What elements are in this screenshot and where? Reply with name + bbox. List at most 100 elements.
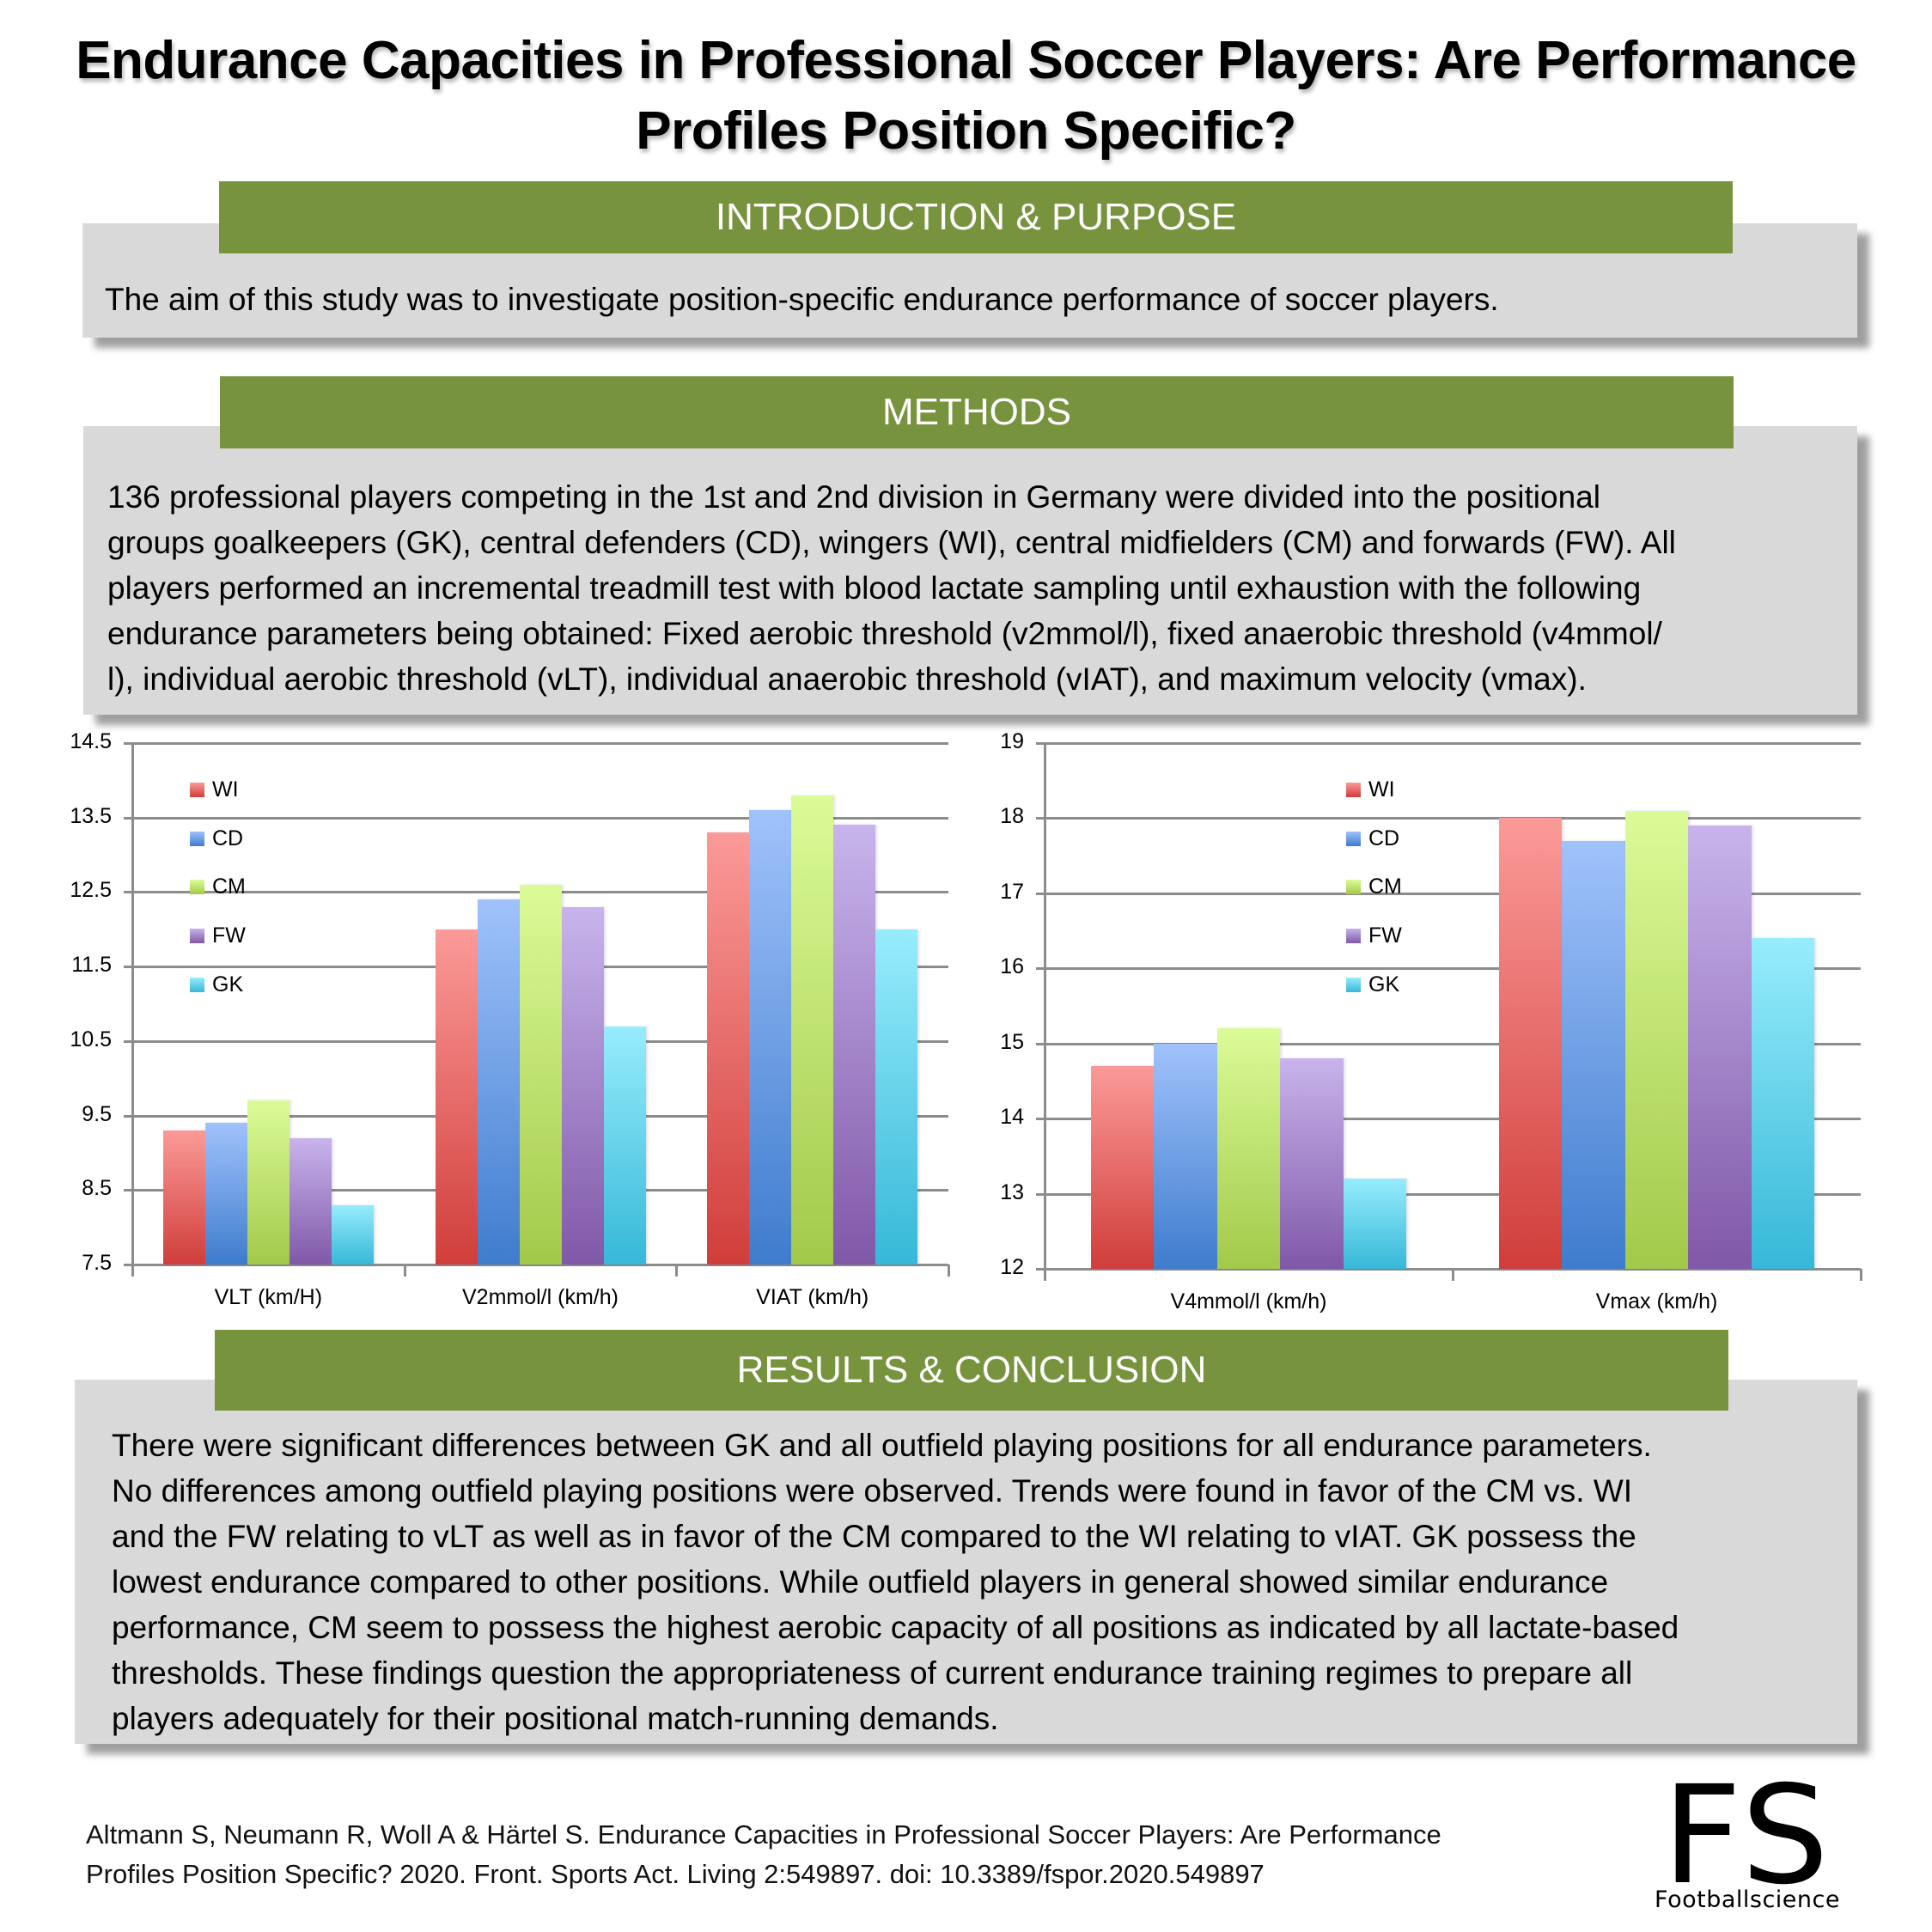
gridline: [1036, 967, 1861, 971]
y-tick-label: 15: [1000, 1029, 1024, 1054]
y-axis: [1044, 743, 1046, 1269]
gridline: [1036, 1118, 1861, 1121]
x-tick: [403, 1265, 406, 1277]
bar-fw: [289, 1137, 332, 1265]
bar-gk: [331, 1204, 374, 1265]
bar-wi: [1498, 818, 1563, 1269]
legend-label: CD: [212, 826, 244, 850]
bar-cm: [791, 795, 834, 1265]
legend-label: WI: [212, 777, 239, 801]
legend-swatch-icon: [190, 977, 204, 992]
legend-label: WI: [1368, 777, 1395, 801]
gridline: [124, 816, 948, 820]
results-line: players adequately for their positional …: [112, 1701, 999, 1736]
legend-label: FW: [212, 923, 246, 948]
x-category-label: V2mmol/l (km/h): [462, 1285, 619, 1309]
x-tick: [948, 1265, 950, 1277]
legend-item-cm: CM: [1346, 875, 1402, 899]
y-axis: [131, 743, 134, 1265]
legend-item-wi: WI: [1346, 777, 1395, 802]
results-line: performance, CM seem to possess the high…: [112, 1610, 1679, 1645]
y-tick-label: 9.5: [82, 1101, 112, 1126]
bar-wi: [162, 1130, 205, 1265]
gridline: [1036, 817, 1861, 820]
bar-wi: [707, 832, 750, 1265]
poster-title: Endurance Capacities in Professional Soc…: [0, 26, 1932, 167]
bar-wi: [435, 929, 478, 1265]
legend-item-gk: GK: [190, 972, 243, 997]
legend-swatch-icon: [190, 831, 204, 846]
bar-cd: [749, 810, 792, 1265]
x-tick: [1860, 1269, 1862, 1281]
y-tick-label: 14.5: [70, 729, 112, 753]
bar-cd: [1562, 840, 1625, 1269]
y-tick-label: 16: [1000, 954, 1024, 979]
methods-line: players performed an incremental treadmi…: [107, 570, 1642, 606]
y-tick-label: 12: [1000, 1255, 1024, 1279]
legend-swatch-icon: [190, 929, 204, 944]
x-category-label: Vmax (km/h): [1595, 1289, 1718, 1313]
legend-label: GK: [1368, 972, 1400, 996]
bar-gk: [1751, 938, 1815, 1269]
x-tick: [675, 1265, 679, 1277]
legend-swatch-icon: [1346, 880, 1361, 895]
results-line: lowest endurance compared to other posit…: [112, 1564, 1609, 1600]
methods-box: 136 professional players competing in th…: [83, 426, 1857, 715]
bar-fw: [833, 825, 876, 1265]
bar-gk: [603, 1026, 646, 1265]
legend-item-cd: CD: [1346, 826, 1399, 851]
methods-line: endurance parameters being obtained: Fix…: [107, 616, 1662, 651]
bar-cm: [1624, 810, 1689, 1269]
y-tick-label: 17: [1000, 879, 1024, 904]
gridline: [1036, 742, 1861, 745]
logo-text: Footballscience: [1655, 1886, 1840, 1913]
legend-item-fw: FW: [1346, 923, 1402, 948]
x-tick: [1452, 1269, 1454, 1281]
intro-heading-label: INTRODUCTION & PURPOSE: [715, 196, 1237, 238]
results-line: There were significant differences betwe…: [112, 1428, 1652, 1463]
gridline: [1036, 1192, 1861, 1196]
x-category-label: VLT (km/H): [214, 1285, 323, 1309]
bar-cd: [1154, 1043, 1217, 1269]
citation: Altmann S, Neumann R, Woll A & Härtel S.…: [86, 1815, 1441, 1894]
intro-text: The aim of this study was to investigate…: [105, 282, 1499, 317]
bar-fw: [1280, 1058, 1344, 1269]
results-text: There were significant differences betwe…: [112, 1423, 1679, 1741]
methods-heading: METHODS: [220, 376, 1734, 448]
legend-label: FW: [1368, 923, 1402, 948]
y-tick-label: 10.5: [70, 1027, 112, 1051]
methods-line: groups goalkeepers (GK), central defende…: [107, 525, 1676, 560]
results-line: No differences among outfield playing po…: [112, 1473, 1633, 1508]
legend-item-fw: FW: [190, 923, 246, 948]
y-tick-label: 14: [1000, 1105, 1024, 1130]
x-category-label: V4mmol/l (km/h): [1170, 1289, 1327, 1313]
title-line-1: Endurance Capacities in Professional Soc…: [76, 31, 1856, 90]
gridline: [1036, 1268, 1861, 1271]
y-tick-label: 13: [1000, 1179, 1024, 1204]
legend-swatch-icon: [190, 880, 204, 895]
bar-fw: [1688, 826, 1752, 1269]
gridline: [1036, 1042, 1861, 1045]
citation-line-1: Altmann S, Neumann R, Woll A & Härtel S.…: [86, 1819, 1441, 1850]
legend-swatch-icon: [1346, 831, 1361, 846]
legend-label: CD: [1368, 826, 1400, 850]
y-tick-label: 13.5: [70, 803, 112, 828]
title-line-2: Profiles Position Specific?: [636, 101, 1296, 161]
methods-line: 136 professional players competing in th…: [107, 479, 1600, 515]
intro-heading: INTRODUCTION & PURPOSE: [219, 181, 1733, 253]
gridline: [1036, 892, 1861, 895]
y-tick-label: 19: [1000, 729, 1024, 753]
x-tick: [131, 1265, 134, 1277]
y-tick-label: 7.5: [82, 1251, 112, 1275]
results-box: There were significant differences betwe…: [75, 1380, 1857, 1744]
bar-cm: [247, 1100, 289, 1265]
y-tick-label: 18: [1000, 804, 1024, 829]
results-heading-label: RESULTS & CONCLUSION: [736, 1349, 1207, 1391]
bar-wi: [1090, 1065, 1155, 1269]
legend-item-cm: CM: [190, 875, 246, 899]
bar-cm: [519, 884, 562, 1265]
legend-swatch-icon: [190, 783, 204, 797]
bar-gk: [1343, 1179, 1407, 1269]
results-line: thresholds. These findings question the …: [112, 1655, 1633, 1691]
methods-text: 136 professional players competing in th…: [107, 474, 1676, 702]
